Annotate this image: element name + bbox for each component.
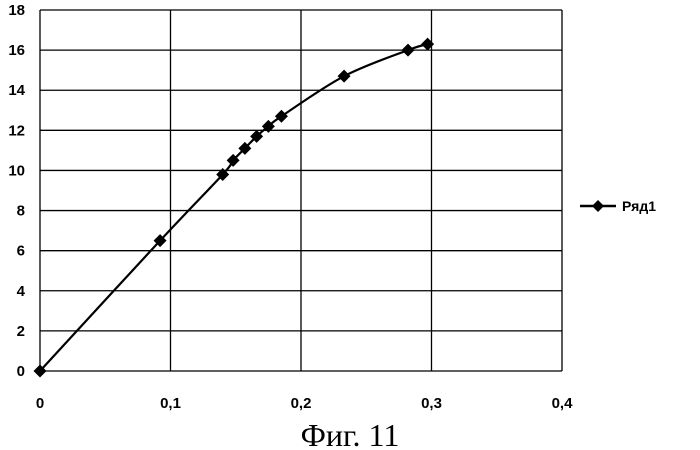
data-point-marker (275, 110, 288, 123)
x-tick-label: 0,3 (421, 395, 442, 412)
x-tick-label: 0,4 (552, 395, 574, 412)
y-tick-label: 8 (17, 203, 25, 220)
figure-caption: Фиг. 11 (301, 417, 400, 450)
y-tick-label: 4 (17, 283, 26, 300)
legend: Ряд1 (580, 198, 656, 214)
y-tick-label: 12 (8, 122, 25, 139)
x-tick-label: 0,2 (291, 395, 312, 412)
legend-marker (592, 200, 604, 212)
series-layer (34, 38, 435, 378)
y-tick-label: 10 (8, 162, 25, 179)
y-tick-label: 14 (8, 82, 25, 99)
y-tick-label: 18 (8, 2, 25, 19)
x-tick-label: 0,1 (160, 395, 181, 412)
data-point-marker (402, 44, 415, 57)
y-tick-label: 0 (17, 363, 25, 380)
legend-label: Ряд1 (622, 198, 656, 214)
series-line (40, 44, 428, 371)
y-tick-label: 2 (17, 323, 25, 340)
grid-lines (40, 10, 562, 371)
y-tick-label: 16 (8, 42, 25, 59)
y-tick-labels: 0 2 4 6 8 10 12 14 16 18 (8, 2, 25, 380)
x-tick-label: 0 (36, 395, 44, 412)
data-point-marker (338, 70, 351, 83)
x-tick-labels: 0 0,1 0,2 0,3 0,4 (36, 395, 573, 412)
y-tick-label: 6 (17, 243, 25, 260)
